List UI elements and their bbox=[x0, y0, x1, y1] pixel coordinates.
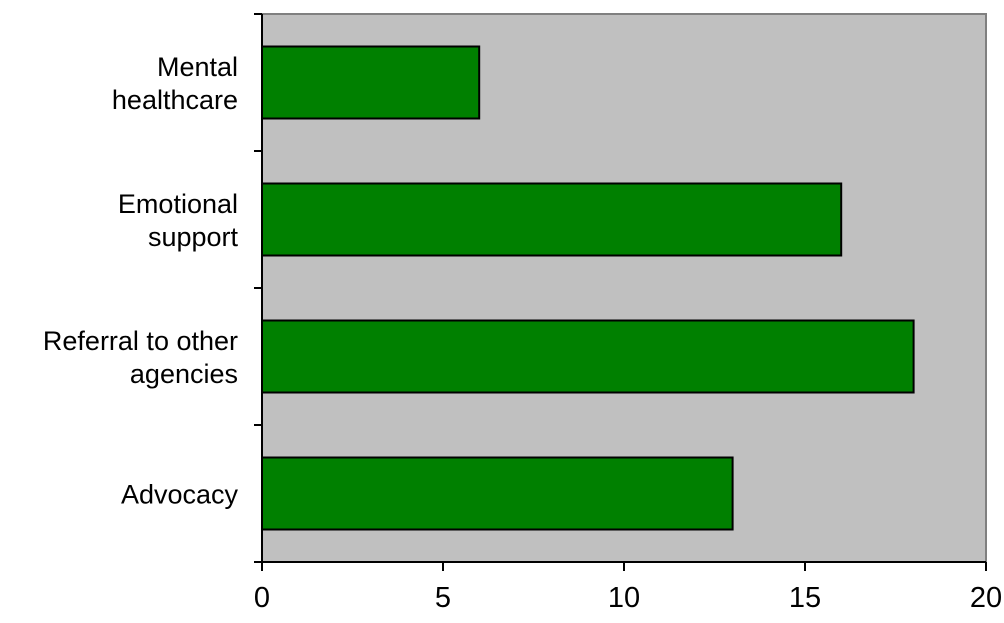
bar-1 bbox=[261, 182, 843, 257]
category-label: Advocacy bbox=[121, 480, 239, 510]
category-label-line: agencies bbox=[130, 359, 238, 389]
x-tick-label: 0 bbox=[254, 582, 270, 614]
bars-layer bbox=[261, 45, 915, 531]
bar-3 bbox=[261, 456, 734, 531]
axes-layer bbox=[254, 13, 987, 571]
bar-2 bbox=[261, 319, 915, 394]
category-label-line: healthcare bbox=[112, 85, 238, 115]
category-label-line: Referral to other bbox=[43, 326, 238, 356]
category-label-line: Mental bbox=[157, 52, 238, 82]
category-label-line: support bbox=[148, 222, 239, 252]
x-tick-label: 20 bbox=[970, 582, 1002, 614]
category-label-line: Advocacy bbox=[121, 480, 239, 510]
bar-0 bbox=[261, 45, 481, 120]
x-tick-label: 5 bbox=[435, 582, 451, 614]
x-tick-label: 10 bbox=[608, 582, 640, 614]
x-tick-label: 15 bbox=[789, 582, 821, 614]
category-label-line: Emotional bbox=[118, 189, 238, 219]
